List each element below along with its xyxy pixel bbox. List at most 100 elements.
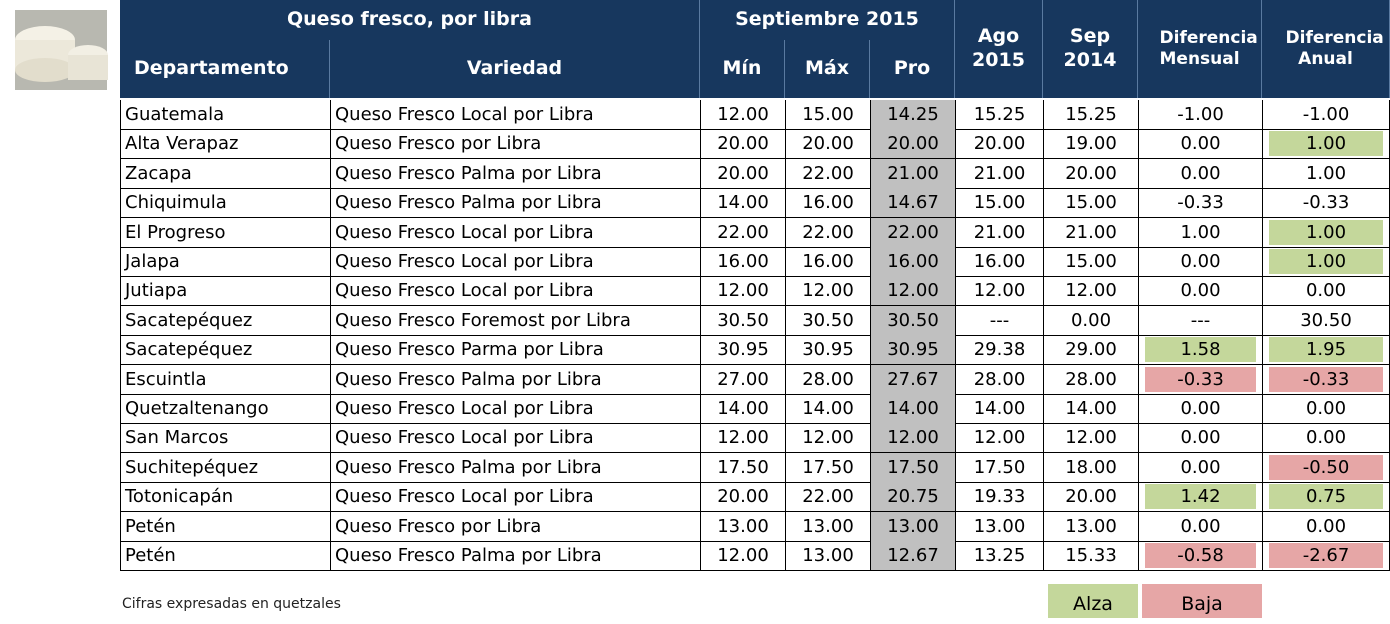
- cell-text: Sacatepéquez: [125, 339, 252, 360]
- cell-text: 29.00: [1065, 339, 1117, 360]
- cell-text: 28.00: [974, 369, 1026, 390]
- cell-text: 1.58: [1180, 339, 1220, 360]
- table-cell: 12.00: [955, 276, 1043, 305]
- table-cell: 0.75: [1262, 482, 1390, 511]
- cell-text: 0.00: [1180, 427, 1220, 448]
- cell-text: 30.50: [1300, 310, 1352, 331]
- cell-text: 12.00: [1065, 427, 1117, 448]
- table-cell: 15.25: [1043, 100, 1138, 129]
- table-cell: 13.00: [870, 512, 955, 541]
- column-header: Sep 2014: [1043, 0, 1138, 98]
- cell-text: 14.00: [887, 398, 939, 419]
- cell-text: 1.00: [1180, 222, 1220, 243]
- table-cell: 17.50: [785, 453, 870, 482]
- table-cell: Petén: [120, 541, 330, 570]
- cell-text: 13.00: [802, 545, 854, 566]
- cell-text: Queso Fresco Local por Libra: [335, 427, 594, 448]
- cell-text: 28.00: [1065, 369, 1117, 390]
- cell-text: 15.00: [974, 192, 1026, 213]
- cell-text: 0.00: [1306, 516, 1346, 537]
- cell-text: -0.33: [1303, 192, 1350, 213]
- cell-text: Escuintla: [125, 369, 207, 390]
- table-row: SuchitepéquezQueso Fresco Palma por Libr…: [120, 453, 1390, 483]
- cell-text: 22.00: [802, 486, 854, 507]
- cell-text: ---: [990, 310, 1010, 331]
- cell-text: 20.00: [1065, 163, 1117, 184]
- cell-text: 28.00: [802, 369, 854, 390]
- table-cell: 30.50: [870, 306, 955, 335]
- table-cell: 20.00: [1043, 159, 1138, 188]
- table-cell: 15.00: [785, 100, 870, 129]
- cell-text: 21.00: [974, 163, 1026, 184]
- table-cell: -0.58: [1138, 541, 1262, 570]
- cell-text: 0.00: [1180, 163, 1220, 184]
- column-header: Ago 2015: [955, 0, 1043, 98]
- cell-text: 18.00: [1065, 457, 1117, 478]
- table-cell: Queso Fresco Local por Libra: [330, 276, 700, 305]
- table-cell: 21.00: [870, 159, 955, 188]
- column-label: Variedad: [467, 57, 562, 81]
- cell-text: Petén: [125, 516, 176, 537]
- table-cell: 15.25: [955, 100, 1043, 129]
- table-cell: 21.00: [1043, 218, 1138, 247]
- table-cell: 0.00: [1262, 512, 1390, 541]
- column-label: Mín: [723, 57, 762, 81]
- cell-text: San Marcos: [125, 427, 228, 448]
- table-cell: 17.50: [870, 453, 955, 482]
- table-cell: -0.33: [1138, 188, 1262, 217]
- cell-text: 15.33: [1065, 545, 1117, 566]
- group-title: Queso fresco, por libra: [120, 0, 700, 40]
- table-cell: Queso Fresco Local por Libra: [330, 482, 700, 511]
- table-cell: Queso Fresco Local por Libra: [330, 423, 700, 452]
- column-header: Departamento: [120, 40, 330, 98]
- table-cell: 0.00: [1138, 247, 1262, 276]
- table-cell: 19.33: [955, 482, 1043, 511]
- cell-text: 13.00: [717, 516, 769, 537]
- table-row: Totonicapán Queso Fresco Local por Libra 2…: [120, 482, 1390, 512]
- table-cell: -0.33: [1262, 365, 1390, 394]
- cell-text: 21.00: [974, 222, 1026, 243]
- table-cell: El Progreso: [120, 218, 330, 247]
- table-cell: 1.00: [1262, 129, 1390, 158]
- table-cell: Queso Fresco Local por Libra: [330, 100, 700, 129]
- table-cell: -0.33: [1138, 365, 1262, 394]
- cell-text: 27.00: [717, 369, 769, 390]
- cell-text: 20.00: [717, 163, 769, 184]
- table-cell: 0.00: [1138, 512, 1262, 541]
- table-cell: 29.00: [1043, 335, 1138, 364]
- cell-text: 16.00: [887, 251, 939, 272]
- cell-text: 14.00: [802, 398, 854, 419]
- column-label: Ago 2015: [959, 25, 1039, 73]
- table-cell: 12.00: [1043, 276, 1138, 305]
- cell-text: 16.00: [717, 251, 769, 272]
- table-cell: 1.42: [1138, 482, 1262, 511]
- table-cell: -1.00: [1262, 100, 1390, 129]
- table-cell: 1.58: [1138, 335, 1262, 364]
- table-cell: 1.00: [1262, 159, 1390, 188]
- table-cell: Queso Fresco Local por Libra: [330, 218, 700, 247]
- table-cell: 0.00: [1138, 276, 1262, 305]
- cell-text: Queso Fresco Palma por Libra: [335, 163, 602, 184]
- period-title: Septiembre 2015: [700, 0, 955, 40]
- table-cell: 18.00: [1043, 453, 1138, 482]
- cell-text: 20.00: [887, 133, 939, 154]
- table-cell: 20.00: [785, 129, 870, 158]
- cell-text: Totonicapán: [125, 486, 233, 507]
- cell-text: 12.00: [974, 280, 1026, 301]
- cell-text: 16.00: [974, 251, 1026, 272]
- table-cell: 13.25: [955, 541, 1043, 570]
- table-cell: 22.00: [700, 218, 785, 247]
- table-cell: 30.95: [785, 335, 870, 364]
- table-cell: 14.00: [955, 394, 1043, 423]
- cell-text: Petén: [125, 545, 176, 566]
- cell-text: -1.00: [1177, 104, 1224, 125]
- cell-text: Queso Fresco Parma por Libra: [335, 339, 604, 360]
- table-row: JalapaQueso Fresco Local por Libra16.001…: [120, 247, 1390, 277]
- cell-text: -1.00: [1303, 104, 1350, 125]
- table-cell: ---: [1138, 306, 1262, 335]
- cell-text: 0.00: [1180, 516, 1220, 537]
- table-cell: 30.95: [870, 335, 955, 364]
- table-cell: 12.00: [700, 541, 785, 570]
- cell-text: 14.00: [717, 398, 769, 419]
- cell-text: Sacatepéquez: [125, 310, 252, 331]
